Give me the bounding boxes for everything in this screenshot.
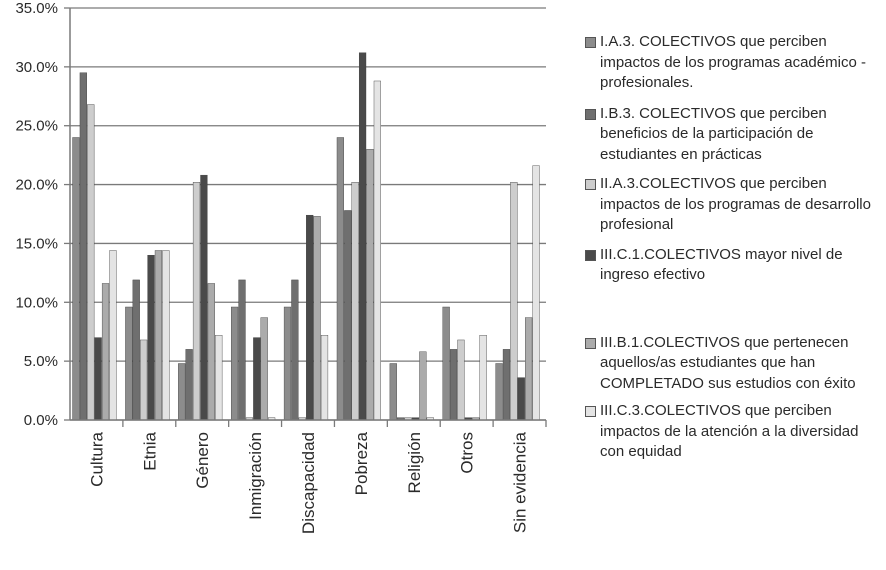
x-tick-label: Etnia <box>140 431 159 470</box>
legend-label: III.C.1.COLECTIVOS mayor nivel de ingres… <box>600 245 843 284</box>
bar <box>419 351 427 421</box>
bar <box>306 214 314 421</box>
bar <box>358 52 367 421</box>
bar <box>207 283 215 421</box>
legend-label: II.A.3.COLECTIVOS que perciben impactos … <box>600 175 871 233</box>
bar <box>147 254 155 421</box>
bar <box>495 363 503 421</box>
bar <box>79 72 87 421</box>
x-tick-label: Religión <box>405 432 424 493</box>
bar <box>517 377 525 421</box>
bar <box>479 335 487 421</box>
bar <box>283 306 292 421</box>
x-tick-label: Género <box>193 432 212 489</box>
x-tick-label: Otros <box>458 432 477 474</box>
legend-item: II.A.3.COLECTIVOS que perciben impactos … <box>585 174 885 236</box>
bar <box>192 182 201 421</box>
bar <box>313 216 321 421</box>
bar <box>351 182 359 421</box>
x-tick-label: Inmigración <box>246 432 265 520</box>
legend-label: I.A.3. COLECTIVOS que perciben impactos … <box>600 33 866 91</box>
bar <box>87 104 95 421</box>
bar <box>178 363 186 421</box>
bar <box>215 335 223 421</box>
bar <box>320 335 329 421</box>
x-axis-tick-labels: Cultura Etnia Género Inmigración Discapacida… <box>87 431 529 534</box>
bar <box>525 317 533 421</box>
x-tick-label: Discapacidad <box>299 432 318 534</box>
legend-swatch <box>585 37 596 48</box>
legend-item: III.C.3.COLECTIVOS que perciben impactos… <box>585 401 885 463</box>
bar <box>132 279 140 421</box>
bar <box>101 283 110 421</box>
bar <box>442 306 450 421</box>
y-axis-tick-labels: 0.0% 5.0% 10.0% 15.0% 20.0% 25.0% 30.0% 35.0% <box>15 0 58 429</box>
axes <box>69 8 546 421</box>
bar <box>72 137 80 421</box>
legend-swatch <box>585 179 596 190</box>
bar <box>94 337 102 421</box>
legend-swatch <box>585 406 596 417</box>
legend-label: III.B.1.COLECTIVOS que pertenecen aquell… <box>600 333 856 392</box>
bar <box>291 279 299 421</box>
legend-label: I.B.3. COLECTIVOS que perciben beneficio… <box>600 104 827 163</box>
legend-swatch <box>585 249 596 261</box>
legend-item: I.B.3. COLECTIVOS que perciben beneficio… <box>585 104 885 166</box>
bar <box>253 337 261 421</box>
bar <box>109 250 117 421</box>
y-tick-label: 35.0% <box>15 0 58 17</box>
bar <box>510 182 518 421</box>
legend: I.A.3. COLECTIVOS que perciben impactos … <box>585 32 885 463</box>
legend-swatch <box>585 108 596 120</box>
y-tick-label: 5.0% <box>24 353 58 370</box>
y-tick-label: 10.0% <box>15 294 58 311</box>
x-tick-label: Pobreza <box>352 431 371 495</box>
bar <box>125 306 133 421</box>
x-tick-label: Cultura <box>87 431 106 486</box>
bar <box>336 137 344 421</box>
bar <box>389 363 397 421</box>
bar <box>344 210 352 421</box>
x-tick-label: Sin evidencia <box>511 431 530 533</box>
bar <box>532 165 540 421</box>
bar <box>200 174 208 421</box>
bar <box>373 80 381 421</box>
y-tick-label: 15.0% <box>15 235 58 252</box>
legend-swatch <box>585 337 596 349</box>
bar <box>457 339 465 421</box>
bar <box>502 349 511 421</box>
y-tick-label: 0.0% <box>24 412 58 429</box>
bar <box>231 306 239 421</box>
legend-item: I.A.3. COLECTIVOS que perciben impactos … <box>585 32 885 94</box>
bars <box>72 52 540 421</box>
legend-item: III.C.1.COLECTIVOS mayor nivel de ingres… <box>585 245 885 286</box>
y-tick-label: 20.0% <box>15 177 58 194</box>
bar <box>140 339 148 421</box>
bar <box>238 279 246 421</box>
bar <box>260 317 268 421</box>
bar <box>185 349 193 421</box>
y-tick-label: 25.0% <box>15 118 58 135</box>
legend-label: III.C.3.COLECTIVOS que perciben impactos… <box>600 402 859 460</box>
bar <box>366 149 374 421</box>
y-tick-label: 30.0% <box>15 59 58 76</box>
bar <box>154 250 163 421</box>
bar <box>449 349 458 421</box>
legend-item: III.B.1.COLECTIVOS que pertenecen aquell… <box>585 333 885 395</box>
bar <box>162 250 170 421</box>
